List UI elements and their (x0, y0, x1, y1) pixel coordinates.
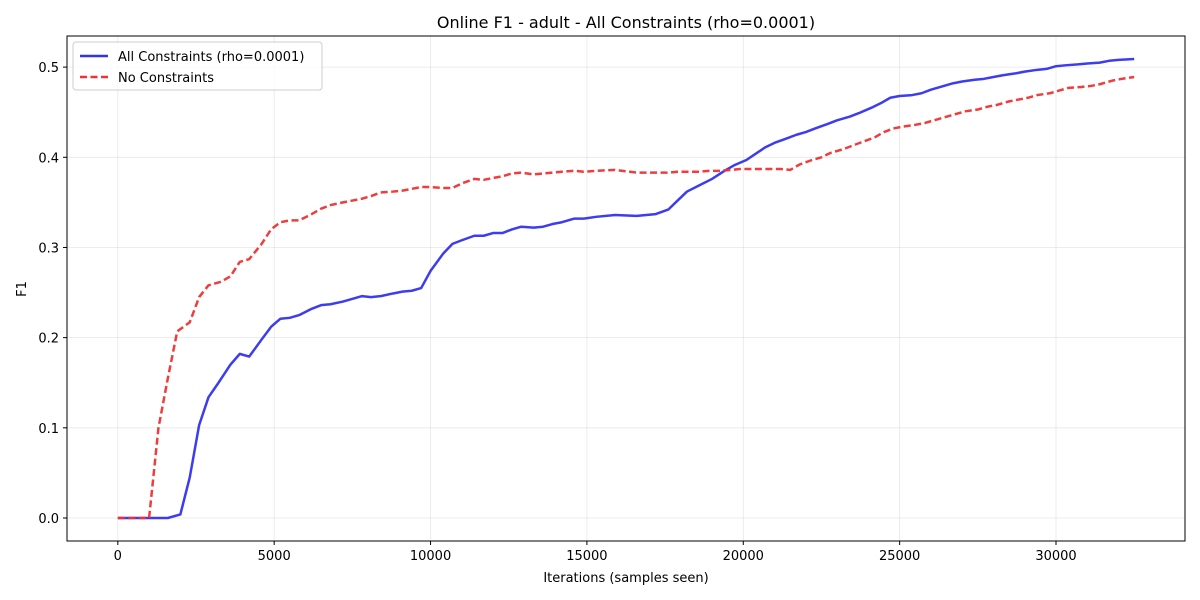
x-tick-label: 15000 (566, 549, 607, 564)
chart-title: Online F1 - adult - All Constraints (rho… (437, 13, 815, 32)
axis-ticks: 0 5000 10000 15000 20000 25000 30000 0.0 0.1 0.2 0… (38, 61, 1076, 564)
x-axis-label: Iterations (samples seen) (543, 571, 708, 586)
x-tick-label: 30000 (1035, 549, 1076, 564)
legend-box (72, 41, 323, 91)
y-tick-label: 0.3 (38, 241, 59, 256)
series-line-no-constraints (117, 75, 1135, 520)
grid (67, 36, 1185, 541)
x-tick-label: 20000 (723, 549, 764, 564)
x-tick-label: 25000 (879, 549, 920, 564)
y-axis-label: F1 (15, 281, 30, 297)
y-tick-label: 0.5 (38, 61, 59, 76)
plot-area-frame (66, 35, 1186, 542)
y-tick-label: 0.4 (38, 151, 59, 166)
x-tick-label: 0 (114, 549, 122, 564)
legend-label-all-constraints: All Constraints (rho=0.0001) (118, 50, 304, 65)
y-tick-label: 0.1 (38, 422, 59, 437)
series-layer (117, 57, 1135, 520)
series-line-all-constraints (117, 57, 1135, 520)
legend-label-no-constraints: No Constraints (118, 71, 214, 86)
y-tick-label: 0.0 (38, 512, 59, 527)
y-tick-label: 0.2 (38, 332, 59, 347)
x-tick-label: 10000 (410, 549, 451, 564)
legend: All Constraints (rho=0.0001) No Constrai… (72, 41, 323, 91)
x-tick-label: 5000 (258, 549, 291, 564)
